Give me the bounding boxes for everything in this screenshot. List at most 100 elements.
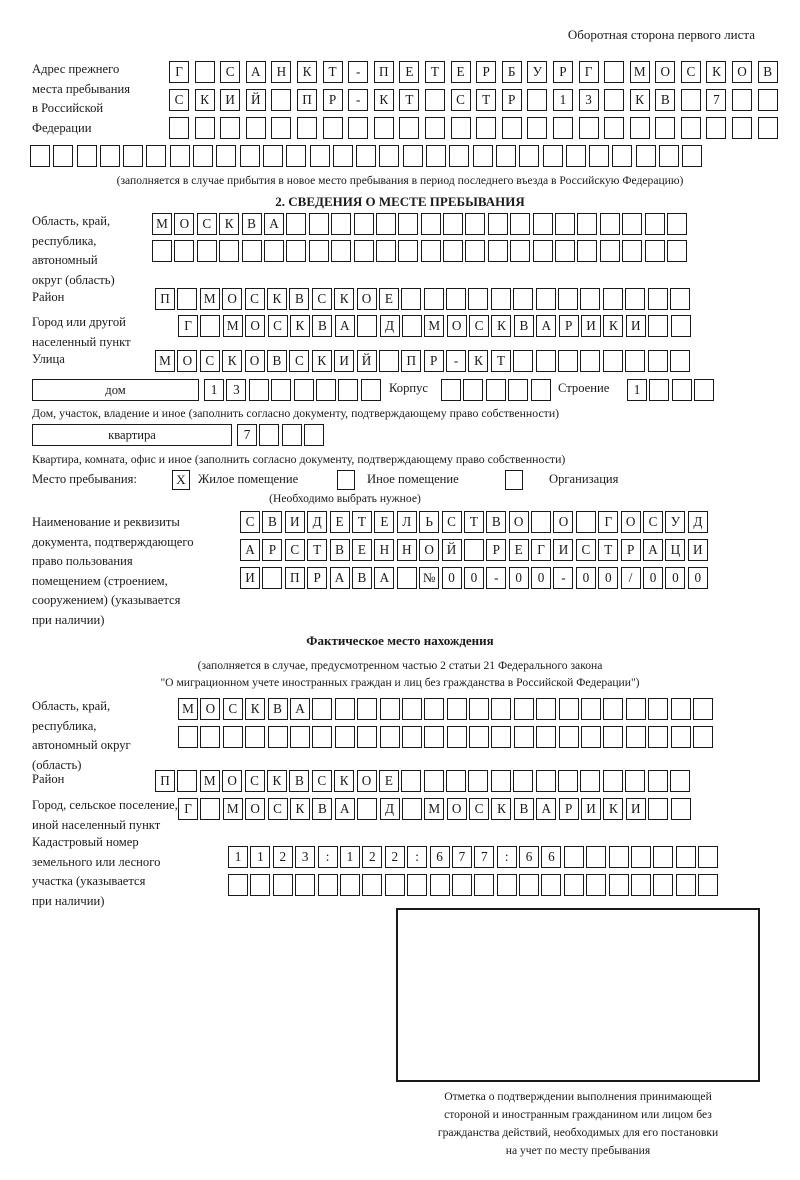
comb-cell[interactable] [420, 213, 441, 235]
comb-cell[interactable]: М [629, 61, 650, 83]
comb-cell[interactable] [757, 89, 778, 111]
comb-cell[interactable]: М [178, 698, 198, 720]
comb-cell[interactable] [360, 379, 381, 401]
comb-cell[interactable]: О [732, 61, 753, 83]
comb-cell[interactable] [608, 874, 629, 896]
comb-cell[interactable] [580, 770, 601, 792]
comb-cell[interactable] [530, 379, 551, 401]
comb-cell[interactable]: 2 [384, 846, 405, 868]
comb-cell[interactable] [322, 117, 343, 139]
comb-cell[interactable] [635, 145, 656, 167]
comb-cell[interactable] [558, 350, 579, 372]
comb-cell[interactable] [612, 145, 633, 167]
comb-cell[interactable] [542, 145, 563, 167]
comb-cell[interactable] [241, 240, 262, 262]
comb-cell[interactable] [334, 698, 355, 720]
comb-cell[interactable] [123, 145, 144, 167]
comb-cell[interactable] [465, 213, 486, 235]
comb-cell[interactable]: А [536, 315, 557, 337]
comb-cell[interactable]: В [266, 350, 287, 372]
comb-cell[interactable]: О [446, 315, 467, 337]
comb-cell[interactable]: И [334, 350, 355, 372]
comb-cell[interactable] [496, 874, 517, 896]
comb-cell[interactable] [577, 240, 598, 262]
comb-cell[interactable] [219, 240, 240, 262]
comb-cell[interactable] [286, 240, 307, 262]
comb-cell[interactable] [146, 145, 167, 167]
comb-cell[interactable] [644, 213, 665, 235]
comb-cell[interactable]: Й [356, 350, 377, 372]
comb-cell[interactable]: К [603, 798, 624, 820]
comb-cell[interactable]: С [289, 350, 310, 372]
comb-cell[interactable]: - [486, 567, 507, 589]
comb-cell[interactable] [239, 145, 260, 167]
comb-cell[interactable] [532, 213, 553, 235]
comb-cell[interactable] [152, 240, 172, 262]
comb-cell[interactable] [402, 145, 423, 167]
comb-cell[interactable]: К [373, 89, 394, 111]
comb-cell[interactable]: В [312, 315, 333, 337]
comb-cell[interactable] [339, 874, 360, 896]
comb-cell[interactable] [577, 213, 598, 235]
comb-cell[interactable] [200, 315, 221, 337]
comb-cell[interactable] [216, 145, 237, 167]
comb-cell[interactable]: 1 [204, 379, 224, 401]
comb-cell[interactable] [536, 726, 557, 748]
comb-cell[interactable] [465, 240, 486, 262]
comb-cell[interactable] [671, 379, 692, 401]
comb-cell[interactable] [353, 213, 374, 235]
comb-cell[interactable] [513, 726, 534, 748]
comb-cell[interactable]: М [199, 770, 220, 792]
comb-cell[interactable] [491, 698, 512, 720]
comb-cell[interactable] [495, 145, 516, 167]
comb-cell[interactable]: С [169, 89, 189, 111]
comb-cell[interactable]: 3 [295, 846, 316, 868]
comb-cell[interactable]: В [351, 567, 372, 589]
comb-cell[interactable] [648, 726, 669, 748]
comb-cell[interactable]: С [311, 770, 332, 792]
comb-cell[interactable] [262, 567, 283, 589]
comb-cell[interactable]: № [419, 567, 440, 589]
comb-cell[interactable]: С [284, 539, 305, 561]
comb-cell[interactable] [446, 770, 467, 792]
comb-cell[interactable] [535, 350, 556, 372]
comb-cell[interactable]: 1 [339, 846, 360, 868]
comb-cell[interactable]: О [553, 511, 574, 533]
comb-cell[interactable] [334, 726, 355, 748]
comb-cell[interactable]: К [468, 350, 489, 372]
comb-cell[interactable]: М [424, 798, 445, 820]
comb-cell[interactable]: 1 [552, 89, 573, 111]
comb-cell[interactable] [648, 798, 669, 820]
comb-cell[interactable] [698, 874, 719, 896]
comb-cell[interactable]: К [289, 798, 310, 820]
comb-cell[interactable]: Т [476, 89, 497, 111]
comb-cell[interactable]: А [643, 539, 664, 561]
comb-cell[interactable] [259, 424, 280, 446]
comb-cell[interactable] [332, 145, 353, 167]
comb-cell[interactable]: Т [322, 61, 343, 83]
comb-cell[interactable]: Д [307, 511, 328, 533]
comb-cell[interactable]: 0 [687, 567, 708, 589]
comb-cell[interactable] [604, 89, 625, 111]
comb-cell[interactable] [309, 145, 330, 167]
comb-cell[interactable]: К [266, 288, 287, 310]
comb-cell[interactable] [338, 379, 359, 401]
comb-cell[interactable]: П [284, 567, 305, 589]
comb-cell[interactable]: А [289, 698, 310, 720]
comb-cell[interactable]: Р [423, 350, 444, 372]
comb-cell[interactable] [555, 213, 576, 235]
comb-cell[interactable]: Л [396, 511, 417, 533]
comb-cell[interactable]: С [267, 798, 288, 820]
comb-cell[interactable]: Р [620, 539, 641, 561]
comb-cell[interactable] [174, 240, 195, 262]
comb-cell[interactable] [602, 770, 623, 792]
comb-cell[interactable]: В [267, 698, 288, 720]
comb-cell[interactable]: : [317, 846, 338, 868]
comb-cell[interactable]: К [219, 213, 240, 235]
comb-cell[interactable] [669, 288, 690, 310]
comb-cell[interactable]: Е [378, 770, 399, 792]
comb-cell[interactable] [604, 61, 625, 83]
comb-cell[interactable]: Т [399, 89, 420, 111]
comb-cell[interactable]: К [311, 350, 332, 372]
